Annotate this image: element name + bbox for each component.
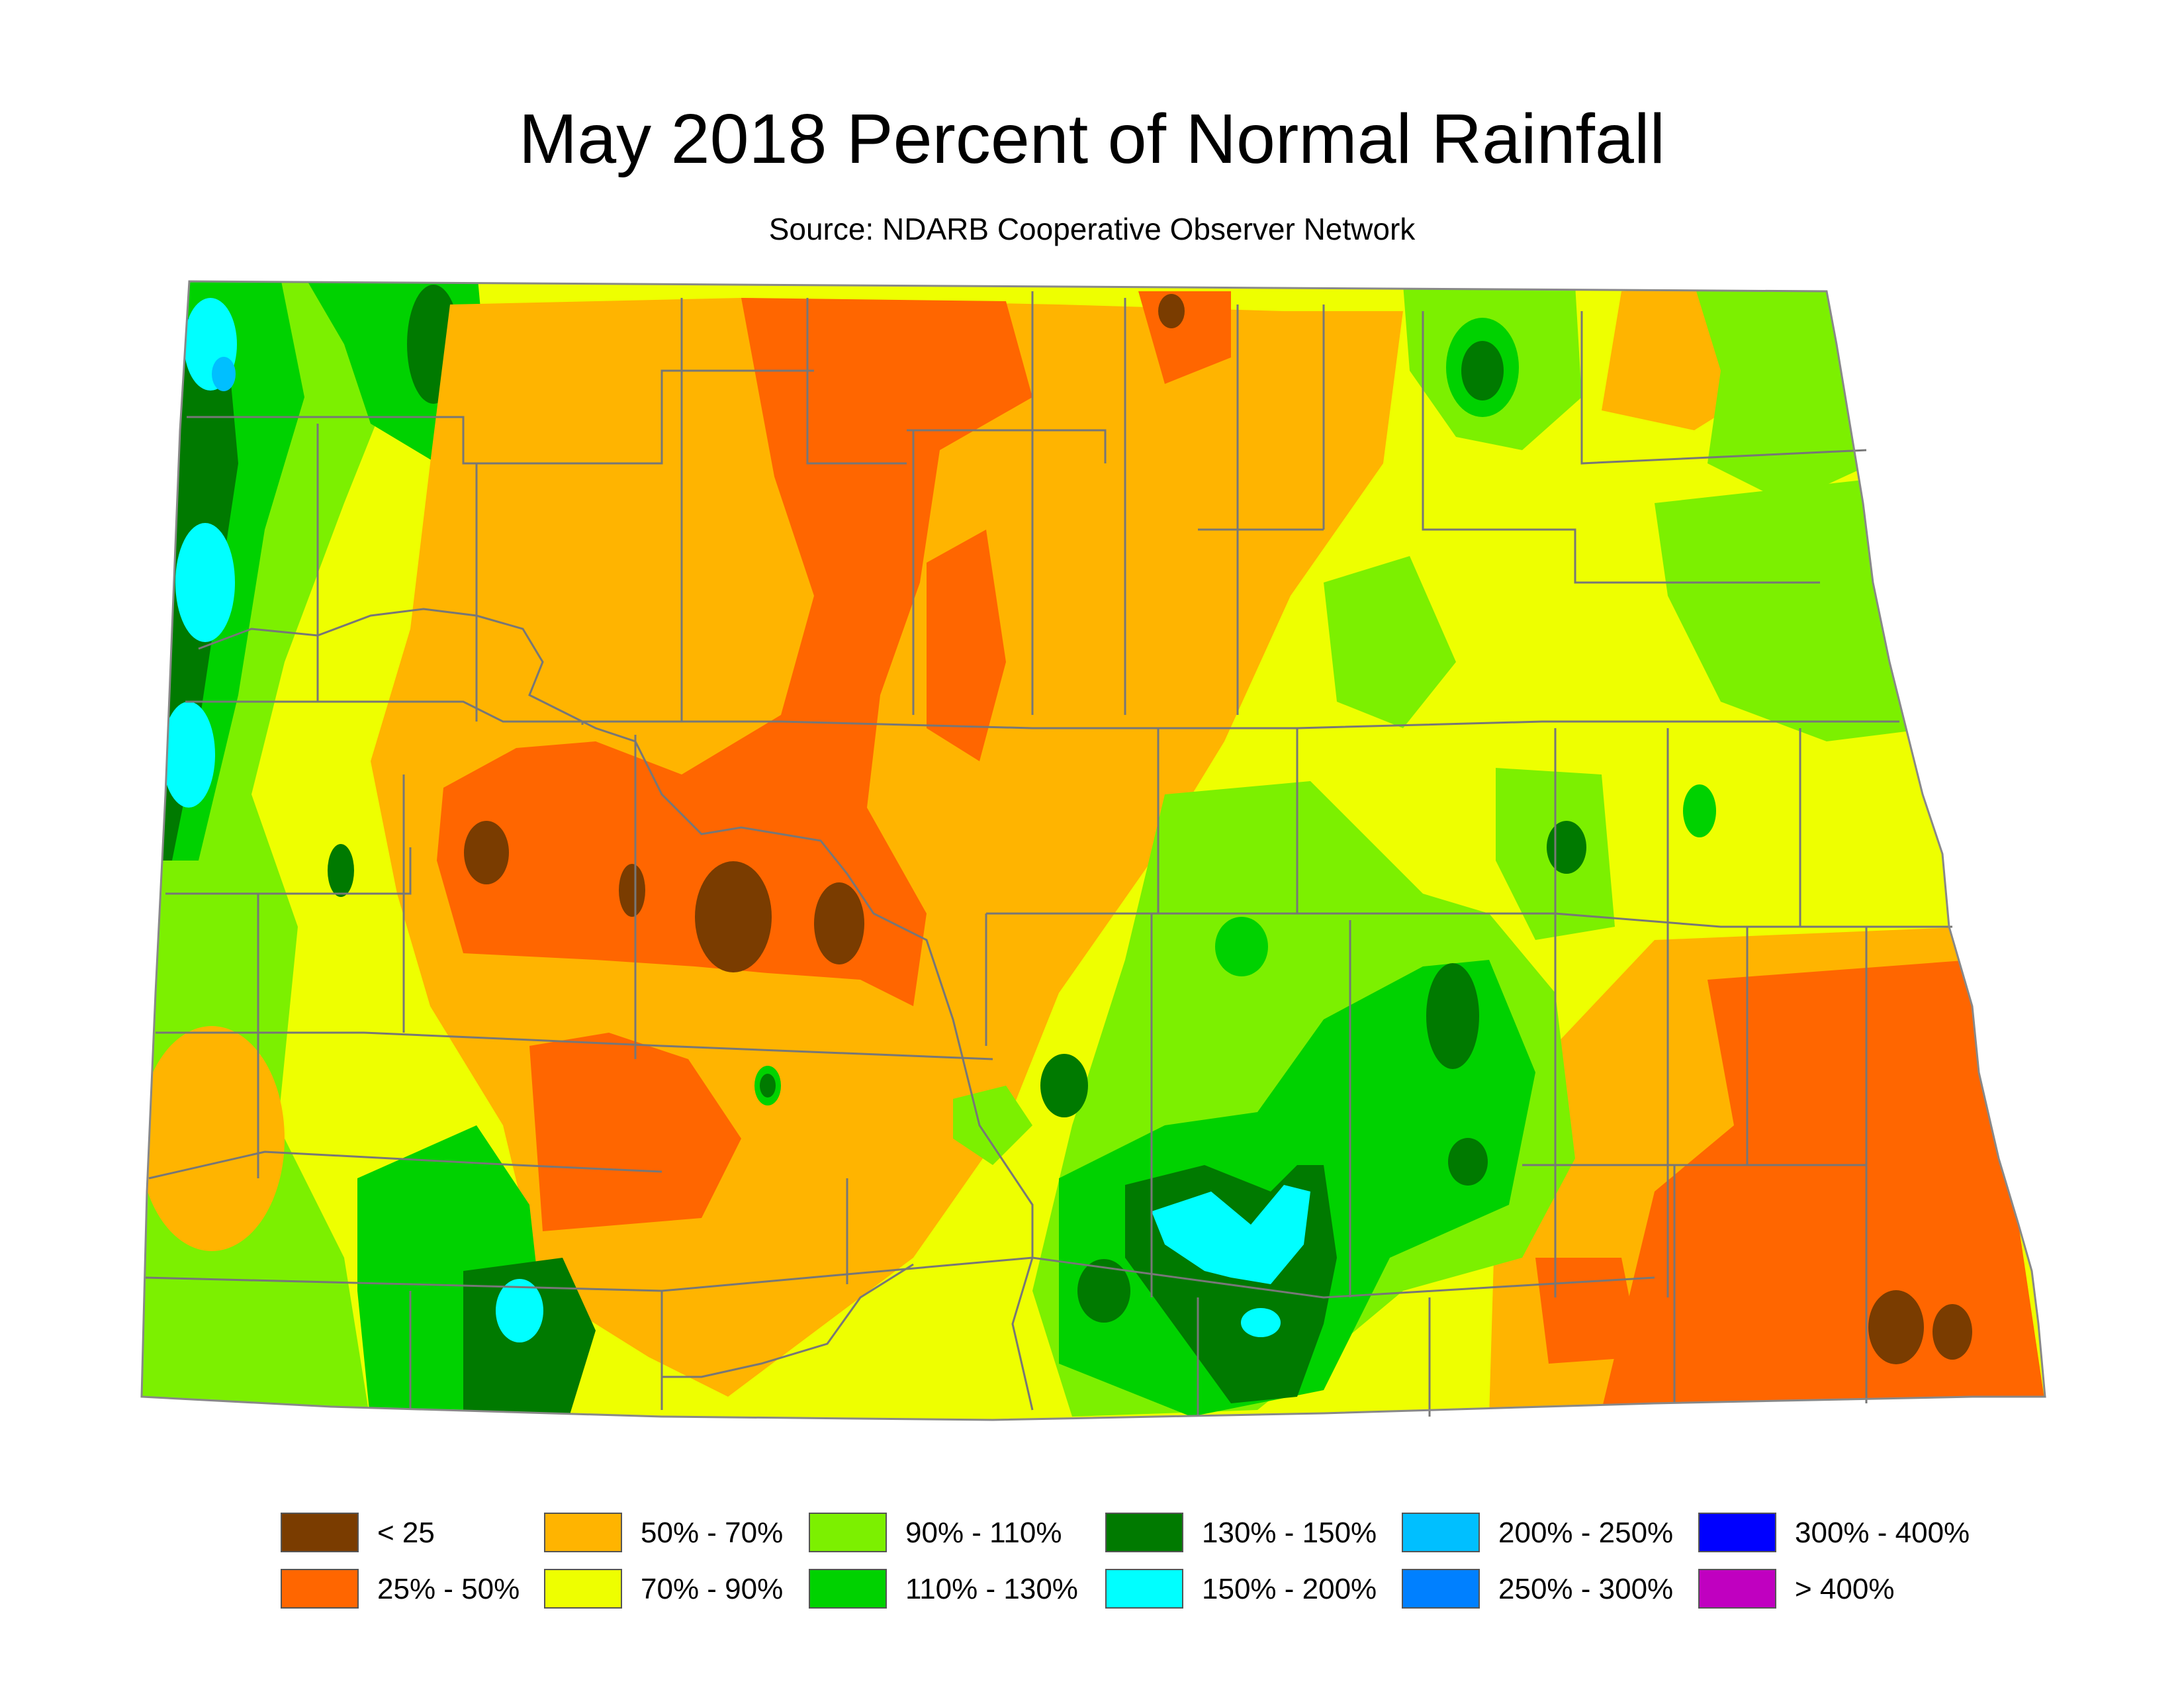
zone-under-25 bbox=[1158, 294, 1185, 328]
zone-under-25 bbox=[1933, 1304, 1972, 1360]
zone-130-150 bbox=[1461, 341, 1504, 400]
zone-25-50 bbox=[1602, 960, 2045, 1410]
zone-150-200 bbox=[1241, 1308, 1281, 1337]
legend-swatch bbox=[809, 1513, 887, 1552]
legend-swatch bbox=[281, 1569, 359, 1609]
zone-150-200 bbox=[496, 1279, 543, 1342]
zone-130-150 bbox=[1077, 1259, 1130, 1323]
zone-under-25 bbox=[464, 821, 509, 884]
legend-label: 110% - 130% bbox=[905, 1573, 1078, 1605]
map-title: May 2018 Percent of Normal Rainfall bbox=[518, 100, 1666, 178]
legend-swatch bbox=[1105, 1569, 1183, 1609]
legend-label: 300% - 400% bbox=[1795, 1517, 1970, 1549]
legend-swatch bbox=[1402, 1569, 1480, 1609]
legend-label: 50% - 70% bbox=[641, 1517, 784, 1549]
zone-150-200 bbox=[1152, 1185, 1310, 1284]
legend-swatch bbox=[1698, 1513, 1776, 1552]
legend-label: 25% - 50% bbox=[377, 1573, 520, 1605]
zone-130-150 bbox=[1426, 963, 1479, 1069]
zone-130-150 bbox=[328, 844, 354, 897]
zone-under-25 bbox=[1868, 1290, 1924, 1364]
zone-under-25 bbox=[695, 861, 772, 972]
legend-swatch bbox=[1105, 1513, 1183, 1552]
zone-200-250 bbox=[212, 357, 236, 391]
legend-label: 200% - 250% bbox=[1498, 1517, 1674, 1549]
zone-130-150 bbox=[1547, 821, 1586, 874]
legend-label: 90% - 110% bbox=[905, 1517, 1062, 1549]
legend-label: 150% - 200% bbox=[1202, 1573, 1377, 1605]
zone-90-110 bbox=[1694, 285, 1873, 503]
legend-swatch bbox=[809, 1569, 887, 1609]
legend-label: < 25 bbox=[377, 1517, 435, 1549]
zone-150-200 bbox=[175, 523, 235, 642]
zone-50-70 bbox=[142, 1026, 285, 1251]
zone-25-50 bbox=[529, 1033, 741, 1231]
legend-label: 250% - 300% bbox=[1498, 1573, 1674, 1605]
legend-label: > 400% bbox=[1795, 1573, 1895, 1605]
state-border bbox=[140, 280, 2046, 1421]
zone-130-150 bbox=[1040, 1054, 1088, 1117]
rainfall-surface bbox=[142, 281, 2045, 1420]
zone-25-50 bbox=[1535, 1258, 1641, 1364]
zone-under-25 bbox=[814, 882, 864, 964]
zone-under-25 bbox=[619, 864, 645, 917]
legend-swatch bbox=[1402, 1513, 1480, 1552]
zone-90-110 bbox=[1324, 556, 1456, 728]
zone-150-200 bbox=[162, 702, 215, 808]
legend-swatch bbox=[1698, 1569, 1776, 1609]
zone-130-150 bbox=[760, 1074, 776, 1098]
zone-110-130 bbox=[1683, 784, 1716, 837]
river-line bbox=[662, 1263, 914, 1378]
county-borders bbox=[144, 291, 1952, 1417]
legend-swatch bbox=[544, 1513, 622, 1552]
river-line bbox=[198, 608, 1034, 1411]
zone-25-50 bbox=[437, 298, 1032, 1006]
map-subtitle: Source: NDARB Cooperative Observer Netwo… bbox=[768, 212, 1416, 246]
legend-label: 70% - 90% bbox=[641, 1573, 784, 1605]
legend-label: 130% - 150% bbox=[1202, 1517, 1377, 1549]
zone-90-110 bbox=[953, 1086, 1032, 1165]
zone-110-130 bbox=[1215, 917, 1268, 976]
zone-90-110 bbox=[1655, 477, 1933, 741]
legend-swatch bbox=[544, 1569, 622, 1609]
zone-25-50 bbox=[927, 530, 1006, 761]
zone-130-150 bbox=[1448, 1138, 1488, 1186]
legend-swatch bbox=[281, 1513, 359, 1552]
